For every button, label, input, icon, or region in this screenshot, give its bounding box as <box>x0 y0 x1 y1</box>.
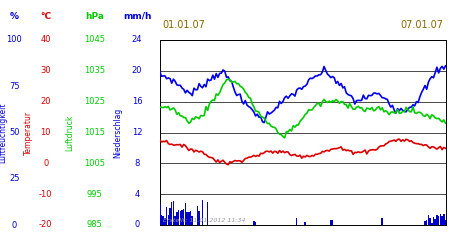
Bar <box>167 215 169 225</box>
Bar <box>188 212 189 225</box>
Text: Temperatur: Temperatur <box>24 110 33 154</box>
Bar <box>183 209 184 225</box>
Text: 0: 0 <box>12 220 17 230</box>
Text: mm/h: mm/h <box>123 12 151 21</box>
Bar <box>440 214 441 225</box>
Text: 1045: 1045 <box>84 36 105 44</box>
Text: 75: 75 <box>9 82 19 91</box>
Text: 0: 0 <box>135 220 140 230</box>
Bar <box>424 220 426 225</box>
Text: Erstellt: 11.01.2012 11:34: Erstellt: 11.01.2012 11:34 <box>162 218 245 223</box>
Text: %: % <box>10 12 18 21</box>
Bar <box>190 211 191 225</box>
Bar <box>438 216 439 225</box>
Bar <box>176 212 178 225</box>
Text: Luftdruck: Luftdruck <box>65 114 74 151</box>
Text: 1035: 1035 <box>84 66 105 75</box>
Text: 16: 16 <box>132 97 142 106</box>
Text: 4: 4 <box>135 190 140 199</box>
Text: °C: °C <box>40 12 51 21</box>
Bar <box>186 212 188 225</box>
Bar <box>166 207 167 225</box>
Text: 0: 0 <box>43 159 48 168</box>
Bar <box>305 222 306 225</box>
Bar <box>382 218 383 225</box>
Text: 985: 985 <box>86 220 103 230</box>
Text: 100: 100 <box>6 36 22 44</box>
Text: Niederschlag: Niederschlag <box>113 108 122 158</box>
Bar <box>175 216 176 225</box>
Text: 1015: 1015 <box>84 128 105 137</box>
Bar <box>253 221 255 225</box>
Bar <box>445 220 446 225</box>
Bar <box>429 218 431 225</box>
Text: 30: 30 <box>40 66 51 75</box>
Bar <box>207 202 208 225</box>
Bar <box>198 210 200 225</box>
Text: 10: 10 <box>40 128 51 137</box>
Text: 25: 25 <box>9 174 19 183</box>
Bar <box>159 204 161 225</box>
Bar <box>434 219 436 225</box>
Bar <box>181 210 183 225</box>
Bar <box>202 200 203 225</box>
Bar <box>169 208 171 225</box>
Text: 12: 12 <box>132 128 142 137</box>
Text: 8: 8 <box>135 159 140 168</box>
Bar <box>428 216 429 225</box>
Bar <box>443 214 445 225</box>
Bar <box>162 216 164 225</box>
Bar <box>171 202 172 225</box>
Bar <box>161 216 162 225</box>
Bar <box>431 222 432 225</box>
Bar <box>296 218 297 225</box>
Text: 20: 20 <box>40 97 51 106</box>
Bar <box>173 200 174 225</box>
Bar <box>330 220 332 225</box>
Text: 20: 20 <box>132 66 142 75</box>
Text: 24: 24 <box>132 36 142 44</box>
Bar <box>178 210 180 225</box>
Text: 40: 40 <box>40 36 51 44</box>
Text: 07.01.07: 07.01.07 <box>400 20 443 30</box>
Bar <box>255 222 256 225</box>
Bar <box>184 203 186 225</box>
Bar <box>192 216 193 225</box>
Text: 01.01.07: 01.01.07 <box>162 20 205 30</box>
Text: 50: 50 <box>9 128 19 137</box>
Bar <box>441 216 443 225</box>
Text: -10: -10 <box>39 190 52 199</box>
Bar <box>436 216 438 225</box>
Text: 995: 995 <box>86 190 103 199</box>
Text: 1005: 1005 <box>84 159 105 168</box>
Bar <box>164 218 166 225</box>
Text: 1025: 1025 <box>84 97 105 106</box>
Text: hPa: hPa <box>85 12 104 21</box>
Text: -20: -20 <box>39 220 52 230</box>
Bar <box>180 211 181 225</box>
Bar <box>426 220 428 225</box>
Bar <box>433 217 434 225</box>
Bar <box>332 220 333 225</box>
Text: Luftfeuchtigkeit: Luftfeuchtigkeit <box>0 102 8 163</box>
Bar <box>197 206 198 225</box>
